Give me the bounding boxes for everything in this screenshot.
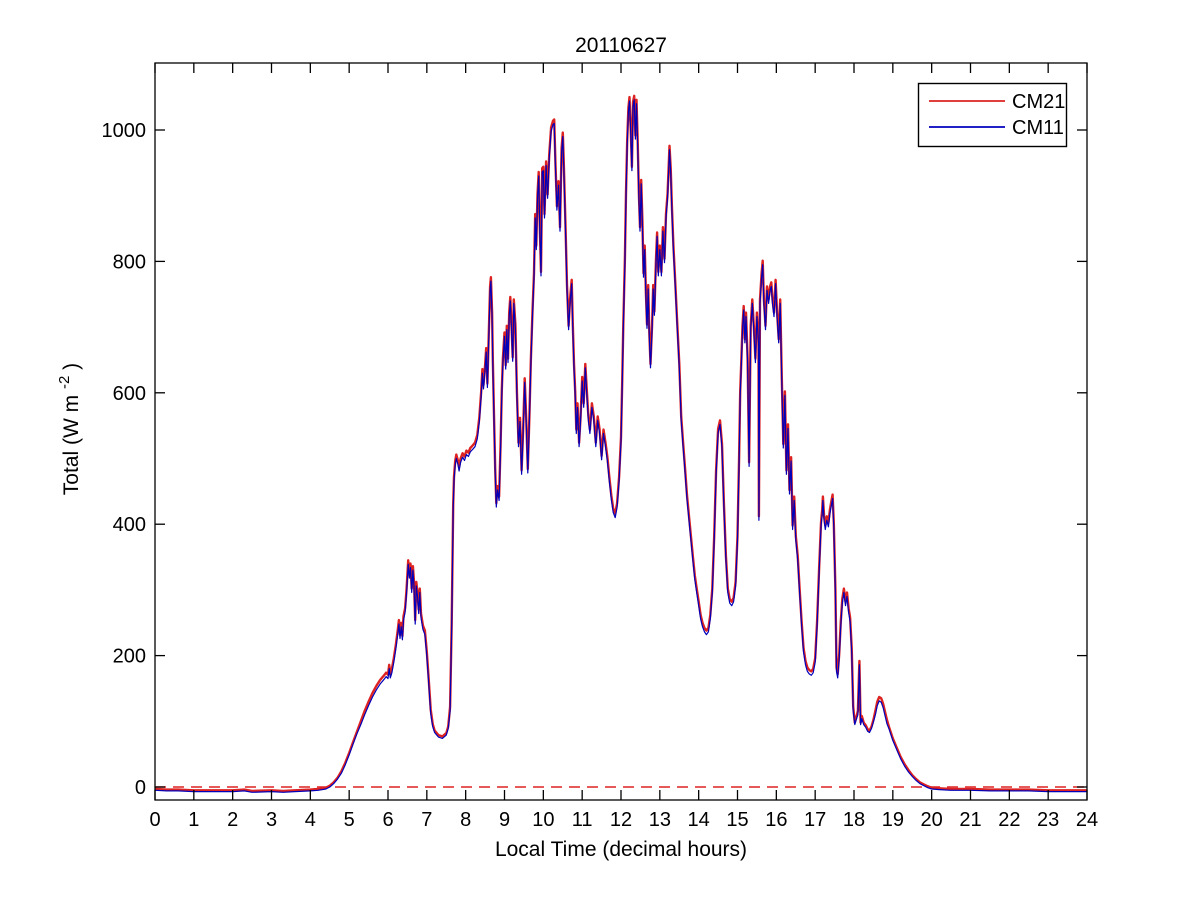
x-tick-label: 1 [188,809,199,831]
plot-border [154,62,1088,801]
x-tick-label: 3 [266,809,277,831]
legend-label-cm11: CM11 [1012,117,1064,139]
x-tick-label: 5 [344,809,355,831]
x-tick-label: 9 [499,809,510,831]
y-axis-label-superscript: -2 [56,376,73,389]
x-tick-label: 21 [959,809,981,831]
x-tick-label: 15 [726,809,748,831]
legend: CM21 CM11 [917,82,1068,148]
x-tick-label: 6 [382,809,393,831]
x-tick-label: 24 [1076,809,1098,831]
data-curves [155,94,1087,793]
y-tick-label: 200 [113,646,146,668]
x-tick-label: 0 [149,809,160,831]
y-tick-label: 1000 [102,120,147,142]
x-tick-label: 18 [843,809,865,831]
y-tick-label: 800 [113,251,146,273]
x-tick-label: 13 [649,809,671,831]
x-tick-label: 11 [572,809,593,831]
x-tick-label: 14 [688,809,710,831]
plot-title: 20110627 [575,34,667,57]
x-axis-label: Local Time (decimal hours) [495,838,747,861]
y-axis-label-main: Total (W m [60,395,83,495]
y-tick-label: 600 [113,383,146,405]
cm11-series-line [155,99,1087,793]
y-tick-label: 400 [113,514,146,536]
y-axis-label: Total (W m -2 ) [51,363,83,495]
x-tick-label: 2 [227,809,238,831]
x-tick-label: 16 [765,809,787,831]
x-tick-label: 22 [998,809,1020,831]
x-tick-label: 12 [610,809,632,831]
x-tick-label: 8 [460,809,471,831]
x-tick-label: 7 [421,809,432,831]
y-tick-label: 0 [135,777,146,799]
x-tick-label: 19 [882,809,904,831]
legend-label-cm21: CM21 [1012,91,1065,113]
x-tick-label: 17 [804,809,826,831]
axis-ticks: 0 1 2 3 4 5 6 7 8 9 10 11 12 13 14 15 16 17 18 19 20 21 22 23 24… [102,63,1098,831]
y-axis-label-close: ) [60,363,83,370]
x-tick-label: 20 [921,809,943,831]
legend-box [917,82,1068,148]
x-tick-label: 23 [1037,809,1059,831]
x-tick-label: 10 [532,809,554,831]
x-tick-label: 4 [305,809,316,831]
